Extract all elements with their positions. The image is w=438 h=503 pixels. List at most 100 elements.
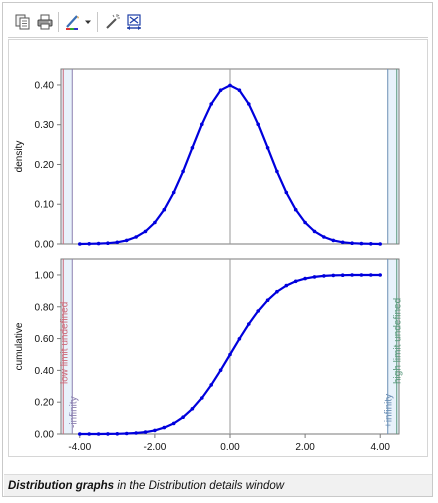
y-tick-label: 0.40 xyxy=(35,80,55,91)
axis-box-icon xyxy=(127,14,141,30)
cumulative-point xyxy=(218,368,223,373)
cumulative-point xyxy=(293,279,298,284)
cumulative-point xyxy=(228,352,232,357)
cumulative-point xyxy=(247,322,251,326)
density-point xyxy=(181,169,185,174)
x-tick-label: 0.00 xyxy=(220,442,240,453)
cumulative-point xyxy=(312,275,317,279)
density-point xyxy=(171,190,176,195)
cumulative-point xyxy=(153,428,157,433)
chart-panel: 0.00 0.10 0.20 0.30 0.40 density 0.00 0.20 0.40 0… xyxy=(8,39,428,457)
density-point xyxy=(134,235,138,239)
y-axis-label: cumulative xyxy=(14,322,25,370)
high-value-label: +infinity xyxy=(384,394,395,428)
low-value-label: -infinity xyxy=(68,396,79,428)
density-point xyxy=(284,190,289,195)
y-tick-label: 1.00 xyxy=(35,270,55,281)
cumulative-point xyxy=(87,432,91,436)
density-point xyxy=(265,146,270,150)
density-point xyxy=(303,220,307,225)
density-point xyxy=(78,242,82,246)
high-limit-label: high limit undefined xyxy=(393,298,404,384)
x-tick-label: -2.00 xyxy=(143,442,166,453)
graph-toolbar xyxy=(8,8,428,38)
y-tick-label: 0.10 xyxy=(35,200,55,211)
x-tick-label: 4.00 xyxy=(370,442,390,453)
cumulative-point xyxy=(209,383,213,387)
density-point xyxy=(209,102,213,106)
cumulative-point xyxy=(378,273,383,277)
y-tick-label: 0.20 xyxy=(35,398,55,409)
y-tick-label: 0.20 xyxy=(35,160,55,171)
y-tick-label: 0.00 xyxy=(35,430,55,441)
cumulative-point xyxy=(96,432,101,436)
density-point xyxy=(143,229,148,234)
print-button[interactable] xyxy=(35,11,55,33)
cumulative-point xyxy=(284,283,289,288)
cumulative-point xyxy=(331,273,336,278)
copy-button[interactable] xyxy=(13,11,33,33)
cumulative-point xyxy=(359,273,364,277)
cumulative-point xyxy=(171,421,176,426)
toolbar-separator xyxy=(58,12,59,32)
cumulative-point xyxy=(200,396,204,400)
toolbar-separator xyxy=(97,12,98,32)
graph-tools-button[interactable] xyxy=(103,11,123,33)
cumulative-point xyxy=(124,431,129,436)
series-style-dropdown[interactable] xyxy=(83,11,93,33)
cumulative-point xyxy=(350,273,354,277)
x-tick-label: -4.00 xyxy=(68,442,91,453)
cumulative-point xyxy=(181,415,185,420)
cumulative-point xyxy=(78,432,82,436)
cumulative-point xyxy=(265,298,270,303)
y-tick-label: 0.80 xyxy=(35,302,55,313)
cumulative-point xyxy=(369,273,373,277)
density-point xyxy=(340,240,345,245)
pen-color-icon xyxy=(66,15,79,30)
density-point xyxy=(228,83,232,88)
density-point xyxy=(190,146,195,150)
density-point xyxy=(115,240,120,245)
wand-icon xyxy=(106,14,120,29)
low-limit-label: low limit undefined xyxy=(59,302,70,384)
x-tick-label: 2.00 xyxy=(295,442,315,453)
printer-icon xyxy=(37,14,53,30)
density-point xyxy=(331,238,336,243)
cumulative-point xyxy=(256,309,260,313)
density-point xyxy=(237,88,242,92)
density-point xyxy=(312,229,317,234)
y-tick-label: 0.00 xyxy=(35,240,55,251)
cumulative-point xyxy=(106,432,110,436)
density-point xyxy=(247,102,251,106)
cumulative-point xyxy=(162,425,167,430)
copy-icon xyxy=(15,14,30,30)
density-point xyxy=(378,242,383,246)
y-axis-label: density xyxy=(14,141,25,173)
density-point xyxy=(256,122,260,127)
density-point xyxy=(275,169,279,174)
axis-fit-button[interactable] xyxy=(124,11,144,33)
density-point xyxy=(153,220,157,225)
cumulative-point xyxy=(275,289,279,294)
density-point xyxy=(218,88,223,92)
density-point xyxy=(124,238,129,243)
density-point xyxy=(293,207,298,212)
cumulative-point xyxy=(340,273,345,277)
density-point xyxy=(162,207,167,212)
density-point xyxy=(359,241,364,246)
density-point xyxy=(87,242,91,246)
density-point xyxy=(96,241,101,246)
series-style-button[interactable] xyxy=(63,11,83,33)
distribution-charts: 0.00 0.10 0.20 0.30 0.40 density 0.00 0.20 0.40 0… xyxy=(14,68,404,453)
density-point xyxy=(369,242,373,246)
density-point xyxy=(322,235,326,239)
cumulative-point xyxy=(134,431,138,435)
cumulative-point xyxy=(303,276,307,281)
cumulative-point xyxy=(115,432,120,436)
density-point xyxy=(200,122,204,127)
cumulative-point xyxy=(322,274,326,278)
high-limit-band xyxy=(387,69,399,244)
y-tick-label: 0.40 xyxy=(35,366,55,377)
cumulative-point xyxy=(190,407,195,411)
figure-caption: Distribution graphs in the Distribution … xyxy=(4,474,432,496)
